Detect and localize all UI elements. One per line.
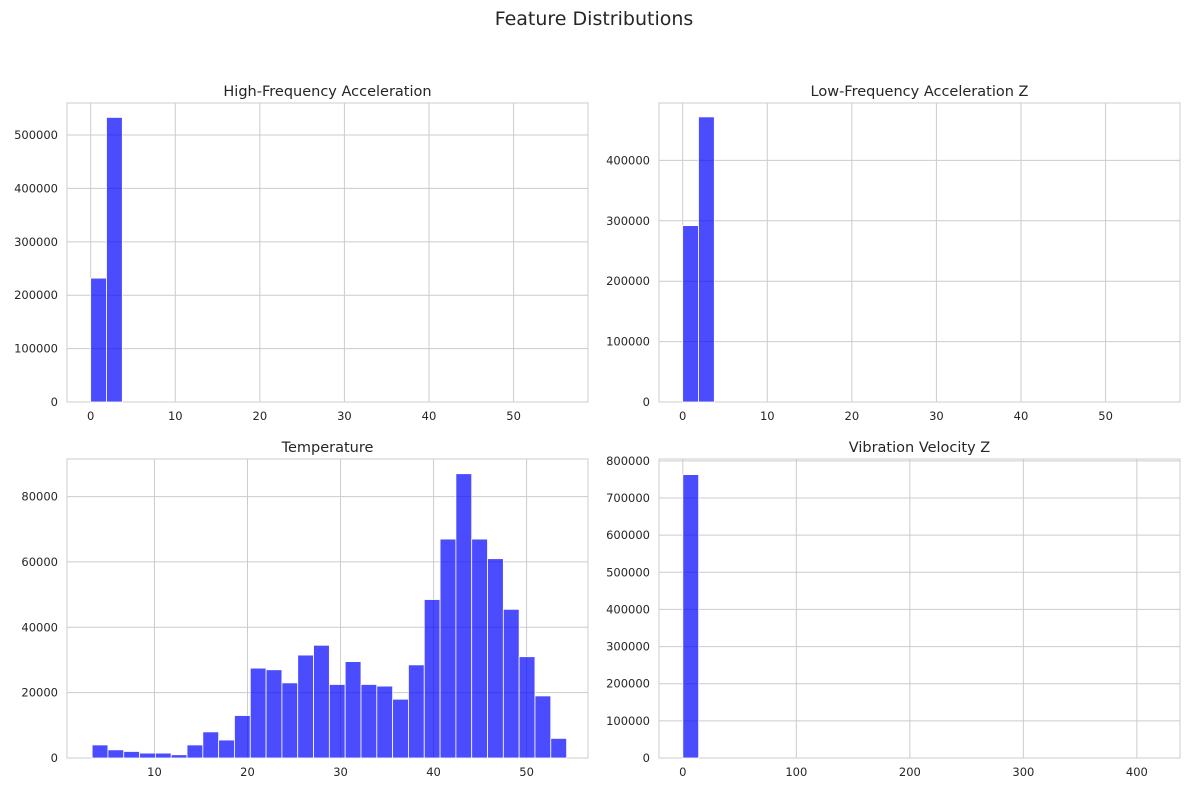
figure-title: Feature Distributions <box>495 8 694 30</box>
panel-temperature: 10 20 30 40 50 0 20000 40000 60000 80000 Temperatu… <box>21 440 589 779</box>
histogram-bar <box>682 225 699 403</box>
y-tick-label: 700000 <box>606 491 650 505</box>
y-tick-label: 600000 <box>606 528 650 542</box>
histogram-bar <box>439 538 457 759</box>
y-tick-label: 500000 <box>14 128 58 142</box>
plot-area <box>658 102 1181 403</box>
x-tick-label: 10 <box>147 765 162 779</box>
x-tick-label: 0 <box>87 409 94 423</box>
x-tick-label: 200 <box>899 765 921 779</box>
y-tick-label: 200000 <box>14 288 58 302</box>
y-tick-label: 200000 <box>606 274 650 288</box>
histogram-bar <box>265 669 283 759</box>
histogram-bar <box>534 695 552 759</box>
subplot-title: High-Frequency Acceleration <box>223 84 431 100</box>
x-tick-label: 50 <box>1098 409 1113 423</box>
x-tick-label: 100 <box>785 765 807 779</box>
x-tick-label: 40 <box>426 765 441 779</box>
y-tick-label: 100000 <box>14 342 58 356</box>
x-tick-label: 20 <box>845 409 860 423</box>
x-tick-label: 10 <box>168 409 183 423</box>
y-tick-label: 40000 <box>21 620 58 634</box>
x-tick-label: 20 <box>240 765 255 779</box>
x-tick-label: 40 <box>1014 409 1029 423</box>
histogram-bar <box>682 474 700 759</box>
x-tick-label: 400 <box>1126 765 1148 779</box>
histogram-bar <box>249 667 267 759</box>
y-tick-label: 400000 <box>606 602 650 616</box>
histogram-bar <box>423 599 441 759</box>
histogram-bar <box>392 698 409 759</box>
histogram-bar <box>90 277 107 403</box>
panel-vibration-velocity-z: 0 100 200 300 400 0 100000 200000 300000 400000 50… <box>606 440 1181 779</box>
histogram-bar <box>218 739 235 759</box>
plot-area <box>66 102 589 403</box>
subplot-title: Temperature <box>281 440 374 456</box>
histogram-bar <box>202 731 220 759</box>
x-tick-label: 30 <box>929 409 944 423</box>
histogram-bar <box>106 117 123 403</box>
subplot-title: Vibration Velocity Z <box>849 440 991 456</box>
histogram-bar <box>698 116 715 403</box>
x-tick-label: 300 <box>1012 765 1034 779</box>
histogram-bar <box>328 684 346 759</box>
y-tick-label: 400000 <box>14 181 58 195</box>
x-tick-label: 40 <box>422 409 437 423</box>
histogram-bar <box>471 538 488 759</box>
histogram-bar <box>502 608 520 759</box>
histogram-bar <box>297 654 314 759</box>
x-tick-label: 30 <box>333 765 348 779</box>
y-tick-label: 20000 <box>21 686 58 700</box>
histogram-bar <box>154 752 172 759</box>
histogram-bar <box>360 684 378 759</box>
histogram-bar <box>170 754 188 759</box>
y-tick-label: 0 <box>643 751 650 765</box>
histogram-bar <box>234 715 251 759</box>
y-tick-label: 400000 <box>606 153 650 167</box>
x-tick-label: 50 <box>506 409 521 423</box>
histogram-bar <box>186 744 204 759</box>
plot-area <box>658 458 1181 759</box>
histogram-bar <box>281 682 299 759</box>
histogram-bar <box>91 744 109 759</box>
histogram-bar <box>107 749 125 759</box>
y-tick-label: 80000 <box>21 490 58 504</box>
x-tick-label: 30 <box>337 409 352 423</box>
panel-high-frequency-acceleration: 0 10 20 30 40 50 0 100000 200000 300000 400000 5000… <box>14 84 589 423</box>
y-tick-label: 0 <box>51 751 58 765</box>
x-tick-label: 0 <box>679 409 686 423</box>
y-tick-label: 300000 <box>606 214 650 228</box>
x-tick-label: 20 <box>253 409 268 423</box>
subplot-title: Low-Frequency Acceleration Z <box>811 84 1029 100</box>
y-tick-label: 800000 <box>606 454 650 468</box>
y-tick-label: 0 <box>643 395 650 409</box>
histogram-bar <box>376 685 394 759</box>
x-tick-label: 10 <box>760 409 775 423</box>
x-tick-label: 50 <box>519 765 534 779</box>
histogram-bar <box>344 661 362 759</box>
y-tick-label: 0 <box>51 395 58 409</box>
histogram-bar <box>139 752 156 759</box>
y-tick-label: 300000 <box>14 235 58 249</box>
histogram-bar <box>123 751 140 759</box>
histogram-bar <box>408 664 425 759</box>
histogram-bar <box>487 558 504 759</box>
y-tick-label: 60000 <box>21 555 58 569</box>
x-tick-label: 0 <box>679 765 686 779</box>
panel-low-frequency-acceleration-z: 0 10 20 30 40 50 0 100000 200000 300000 400000 Low-… <box>606 84 1181 423</box>
histogram-bar <box>518 656 536 759</box>
y-tick-label: 200000 <box>606 677 650 691</box>
histogram-bar <box>313 644 330 759</box>
histogram-bar <box>550 737 568 759</box>
y-tick-label: 100000 <box>606 335 650 349</box>
y-tick-label: 100000 <box>606 714 650 728</box>
histogram-bar <box>455 473 473 759</box>
y-tick-label: 500000 <box>606 565 650 579</box>
y-tick-label: 300000 <box>606 640 650 654</box>
